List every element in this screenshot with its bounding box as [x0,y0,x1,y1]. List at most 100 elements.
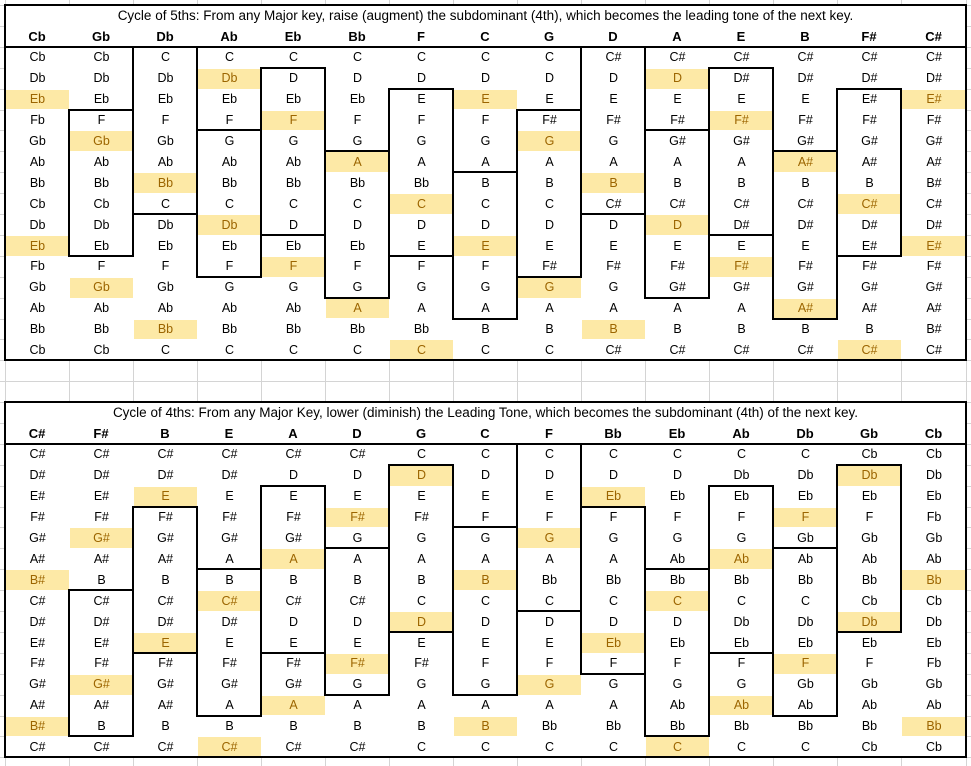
border-line [836,87,838,257]
border-line [708,484,774,487]
note-cell: C# [349,447,366,462]
note-cell: D# [221,468,238,483]
note-cell: Gb [861,677,878,692]
note-cell: C [544,50,555,65]
note-cell: D# [926,71,942,86]
border-line [772,547,774,717]
border-line [4,4,6,362]
note-cell: D [352,468,363,483]
note-cell: E [417,238,426,253]
note-cell: C [160,50,171,65]
note-cell: Db [926,614,942,629]
highlighted-note-cell: E [134,486,197,507]
note-cell: B [289,719,298,734]
highlighted-note-cell: G [518,131,581,152]
border-line [4,401,967,403]
note-cell: A [225,698,234,713]
note-cell: Ab [285,301,302,316]
gridline-vertical [69,0,70,766]
note-cell: Fb [926,656,942,671]
note-cell: G# [733,280,750,295]
note-cell: D [608,71,619,86]
border-line [580,213,646,215]
border-line [836,254,902,257]
note-cell: C [288,196,299,211]
note-cell: G [288,134,299,149]
border-line [772,317,838,320]
highlighted-note-cell: F# [326,507,389,528]
border-line [388,630,454,633]
note-cell: Eb [797,635,814,650]
note-cell: Db [93,71,110,86]
note-cell: C# [29,447,46,462]
border-line [260,233,326,236]
note-cell: C [736,740,747,755]
note-cell: G [608,531,619,546]
note-cell: Cb [926,593,942,608]
note-cell: C [480,740,491,755]
highlighted-note-cell: A [262,549,325,570]
highlighted-note-cell: C [646,737,709,758]
border-line [324,150,326,299]
column-header: E [224,425,234,441]
note-cell: C [352,50,363,65]
note-cell: D [480,468,491,483]
border-line [196,275,262,278]
note-cell: C [416,740,427,755]
note-cell: F [417,259,426,274]
note-cell: F [225,259,234,274]
note-cell: F [737,510,746,525]
border-line [388,87,454,90]
note-cell: F [545,656,554,671]
highlighted-note-cell: Db [198,68,261,89]
note-cell: Bb [861,572,878,587]
note-cell: Cb [93,343,110,358]
note-cell: F [97,113,106,128]
note-cell: Bb [93,322,110,337]
note-cell: D [608,614,619,629]
border-line [324,547,326,696]
note-cell: C# [349,740,366,755]
note-cell: D [544,468,555,483]
note-cell: B [865,175,874,190]
note-cell: C [480,593,491,608]
note-cell: Cb [29,196,46,211]
note-cell: Ab [157,154,174,169]
border-line [324,693,390,696]
border-line [644,568,646,738]
border-line [516,108,518,278]
border-line [4,756,967,759]
note-cell: F# [542,259,557,274]
note-cell: B [737,175,746,190]
note-cell: C# [926,196,942,211]
note-cell: G# [157,677,174,692]
note-cell: Bb [29,322,46,337]
border-line [708,651,774,654]
note-cell: B [353,719,362,734]
border-line [516,442,518,612]
note-cell: G [352,134,363,149]
border-line [580,45,582,215]
note-cell: C# [605,343,622,358]
note-cell: G [224,280,235,295]
note-cell: F# [606,113,621,128]
highlighted-note-cell: D [646,215,709,235]
border-line [580,45,646,48]
note-cell: C [544,593,555,608]
note-cell: Eb [733,635,750,650]
note-cell: A [609,551,618,566]
highlighted-note-cell: F# [710,256,773,277]
note-cell: Ab [93,154,110,169]
note-cell: G [608,280,619,295]
highlighted-note-cell: D [646,68,709,89]
note-cell: Gb [29,280,46,295]
note-cell: C# [349,593,366,608]
note-cell: C [288,50,299,65]
border-line [68,735,134,738]
note-cell: Cb [861,447,878,462]
highlighted-note-cell: Eb [582,486,645,507]
highlighted-note-cell: G [518,528,581,549]
note-cell: A [545,698,554,713]
note-cell: G [480,531,491,546]
note-cell: F# [286,510,301,525]
